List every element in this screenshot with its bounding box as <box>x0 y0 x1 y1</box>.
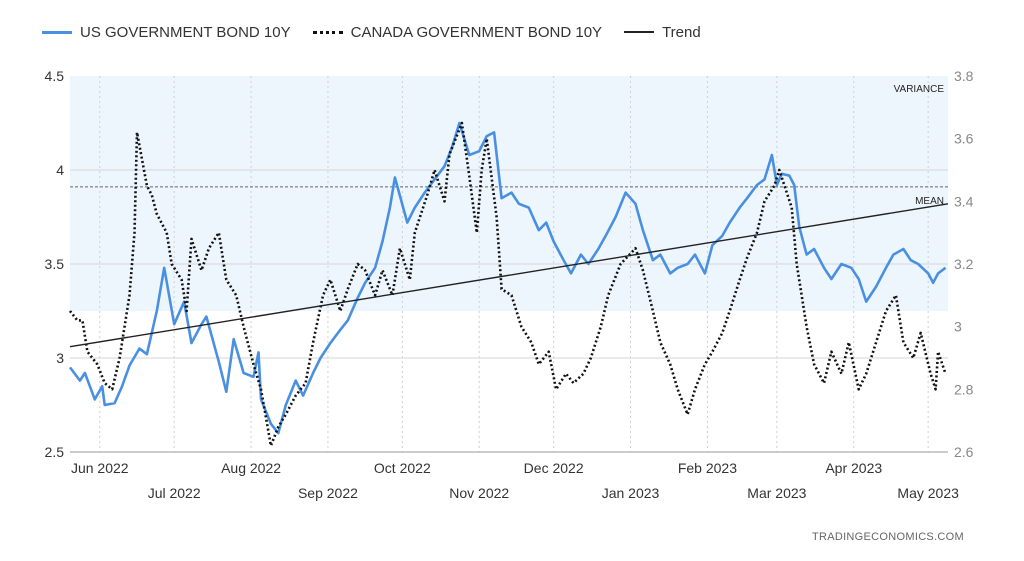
legend-item-trend[interactable]: Trend <box>624 24 701 41</box>
series-canada-line <box>68 121 947 447</box>
x-tick-label: Apr 2023 <box>825 460 882 476</box>
legend-item-us[interactable]: US GOVERNMENT BOND 10Y <box>42 24 291 41</box>
legend-label-us: US GOVERNMENT BOND 10Y <box>80 23 291 41</box>
x-tick-label: Oct 2022 <box>374 460 431 476</box>
legend-swatch-trend <box>624 31 655 33</box>
legend-swatch-us <box>42 30 72 34</box>
legend-item-canada[interactable]: CANADA GOVERNMENT BOND 10Y <box>312 23 603 41</box>
y-right-tick-label: 3.8 <box>954 68 974 84</box>
legend-swatch-canada <box>312 30 343 34</box>
series-us-line <box>68 121 947 435</box>
mean-label: MEAN <box>915 196 944 207</box>
y-right-tick-label: 2.6 <box>954 444 974 460</box>
x-tick-label: Aug 2022 <box>221 460 281 476</box>
x-tick-label: Dec 2022 <box>524 460 584 476</box>
y-left-tick-label: 4.5 <box>45 68 65 84</box>
y-right-tick-label: 3.2 <box>954 256 974 272</box>
y-right-tick-label: 3.4 <box>954 193 974 209</box>
y-right-tick-label: 2.8 <box>954 381 974 397</box>
x-tick-label: Nov 2022 <box>449 485 509 501</box>
x-tick-label: Jan 2023 <box>602 485 660 501</box>
legend: US GOVERNMENT BOND 10Y CANADA GOVERNMENT… <box>42 20 701 44</box>
x-tick-label: Mar 2023 <box>747 485 806 501</box>
x-tick-label: Jul 2022 <box>148 485 201 501</box>
y-right-tick-label: 3 <box>954 319 962 335</box>
series-trend-line <box>69 203 949 348</box>
y-left-tick-label: 3 <box>56 350 64 366</box>
legend-label-canada: CANADA GOVERNMENT BOND 10Y <box>350 23 603 41</box>
watermark: TRADINGECONOMICS.COM <box>811 531 964 543</box>
variance-label: VARIANCE <box>894 84 945 95</box>
y-left-tick-label: 4 <box>56 162 64 178</box>
y-right-tick-label: 3.6 <box>954 131 974 147</box>
x-tick-label: May 2023 <box>897 485 959 501</box>
y-left-tick-label: 2.5 <box>45 444 65 460</box>
legend-label-trend: Trend <box>662 23 701 41</box>
x-tick-label: Feb 2023 <box>678 460 737 476</box>
x-tick-label: Sep 2022 <box>298 485 358 501</box>
y-left-tick-label: 3.5 <box>45 256 65 272</box>
x-tick-label: Jun 2022 <box>71 460 129 476</box>
